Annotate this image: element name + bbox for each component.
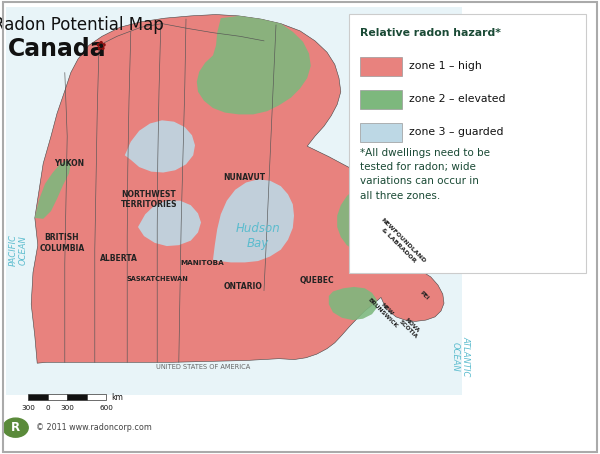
Text: R: R: [11, 421, 20, 434]
Text: ATLANTIC
OCEAN: ATLANTIC OCEAN: [451, 336, 470, 376]
Polygon shape: [213, 179, 294, 262]
Text: Relative radon hazard*: Relative radon hazard*: [360, 28, 501, 38]
Text: PEI: PEI: [419, 291, 430, 301]
Bar: [67, 394, 87, 400]
Text: UNITED STATES OF AMERICA: UNITED STATES OF AMERICA: [155, 364, 250, 370]
Text: NEW
BRUNSWICK: NEW BRUNSWICK: [367, 293, 403, 329]
Bar: [349, 14, 586, 273]
Text: QUEBEC: QUEBEC: [299, 276, 334, 285]
Text: Canada: Canada: [8, 37, 107, 60]
Text: Hudson
Bay: Hudson Bay: [236, 222, 280, 250]
Text: PACIFIC
OCEAN: PACIFIC OCEAN: [8, 234, 28, 266]
Bar: [6, 7, 462, 395]
Text: SASKATCHEWAN: SASKATCHEWAN: [126, 276, 188, 282]
Text: © 2011 www.radoncorp.com: © 2011 www.radoncorp.com: [36, 423, 152, 432]
Bar: [360, 123, 402, 142]
Text: 300: 300: [21, 405, 35, 410]
Text: BRITISH
COLUMBIA: BRITISH COLUMBIA: [39, 233, 85, 252]
Bar: [28, 394, 48, 400]
Polygon shape: [125, 120, 195, 173]
Text: 600: 600: [99, 405, 113, 410]
Polygon shape: [31, 15, 444, 363]
Text: zone 2 – elevated: zone 2 – elevated: [409, 94, 506, 104]
Text: Radon Potential Map: Radon Potential Map: [0, 16, 163, 35]
Polygon shape: [35, 160, 71, 219]
Text: NUNAVUT: NUNAVUT: [224, 173, 266, 182]
Text: MANITOBA: MANITOBA: [181, 260, 224, 266]
Polygon shape: [337, 178, 397, 252]
Text: NOVA
SCOTIA: NOVA SCOTIA: [398, 315, 422, 340]
Circle shape: [3, 418, 28, 437]
Text: YUKON: YUKON: [54, 159, 84, 168]
Text: *All dwellings need to be
tested for radon; wide
variations can occur in
all thr: *All dwellings need to be tested for rad…: [360, 148, 490, 201]
Bar: [87, 394, 106, 400]
Text: ONTARIO: ONTARIO: [224, 282, 262, 291]
Text: ✿: ✿: [95, 40, 106, 53]
Bar: [360, 90, 402, 109]
Text: ALBERTA: ALBERTA: [100, 254, 138, 263]
Text: NORTHWEST
TERRITORIES: NORTHWEST TERRITORIES: [121, 190, 177, 209]
Text: km: km: [111, 393, 123, 402]
Bar: [360, 57, 402, 76]
Text: 0: 0: [46, 405, 50, 410]
Text: zone 3 – guarded: zone 3 – guarded: [409, 127, 504, 137]
Polygon shape: [138, 201, 201, 246]
Text: 300: 300: [60, 405, 74, 410]
Bar: [48, 394, 67, 400]
Polygon shape: [197, 16, 311, 114]
Polygon shape: [329, 287, 377, 320]
Text: zone 1 – high: zone 1 – high: [409, 61, 482, 71]
Text: NEWFOUNDLAND
& LABRADOR: NEWFOUNDLAND & LABRADOR: [376, 217, 426, 268]
